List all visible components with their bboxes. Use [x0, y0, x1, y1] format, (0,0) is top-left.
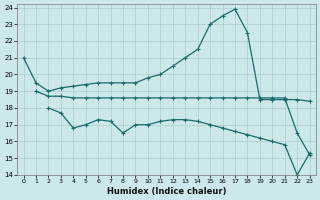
X-axis label: Humidex (Indice chaleur): Humidex (Indice chaleur): [107, 187, 226, 196]
